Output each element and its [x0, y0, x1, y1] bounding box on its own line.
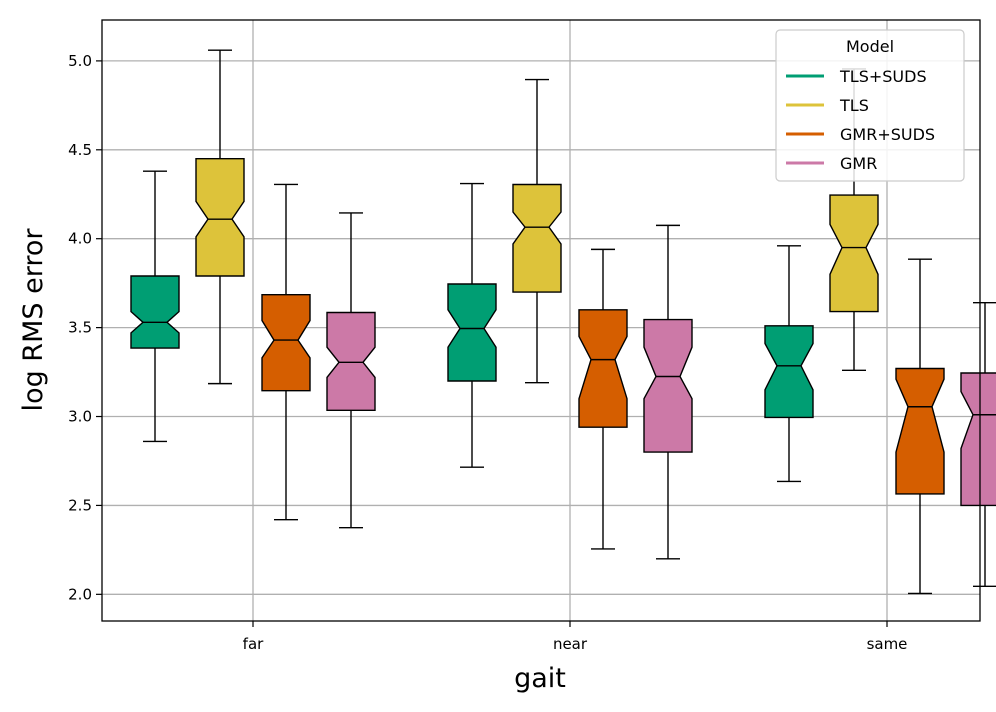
notched-box — [895, 367, 945, 495]
box-groups — [130, 49, 996, 595]
notched-box — [195, 157, 245, 277]
notched-box — [261, 294, 311, 392]
legend-title: Model — [846, 37, 894, 56]
notched-box — [643, 318, 693, 453]
notched-box — [960, 372, 996, 507]
box-gmr-suds-near — [578, 248, 628, 550]
y-tick-label: 3.5 — [68, 319, 92, 337]
box-tls-suds-near — [447, 182, 497, 468]
box-tls-suds-same — [764, 245, 814, 483]
box-gmr-suds-far — [261, 183, 311, 521]
y-tick-label: 3.0 — [68, 408, 92, 426]
legend-entry-label: GMR+SUDS — [840, 125, 935, 144]
legend-entry-label: TLS+SUDS — [839, 67, 927, 86]
axis-ticks: 2.0 2.5 3.0 3.5 4.0 4.5 5.0 far near same — [68, 52, 907, 653]
y-axis-title: log RMS error — [18, 228, 49, 412]
y-tick-label: 5.0 — [68, 52, 92, 70]
y-tick-label: 2.0 — [68, 585, 92, 603]
x-axis-title: gait — [514, 663, 566, 694]
notched-box — [829, 194, 879, 313]
plot-frame — [101, 19, 981, 622]
notched-box — [130, 275, 180, 349]
box-gmr-near — [643, 224, 693, 560]
y-tick-label: 4.5 — [68, 141, 92, 159]
box-tls-suds-far — [130, 170, 180, 443]
notched-box — [764, 325, 814, 419]
legend-box — [775, 29, 965, 182]
notched-box — [578, 309, 628, 428]
legend-entry-label: TLS — [839, 96, 869, 115]
x-tick-label: near — [553, 635, 588, 653]
box-tls-near — [512, 78, 562, 384]
x-tick-label: same — [867, 635, 908, 653]
box-gmr-same — [960, 302, 996, 588]
notched-box — [326, 311, 376, 411]
y-tick-label: 2.5 — [68, 496, 92, 514]
x-tick-label: far — [243, 635, 264, 653]
box-gmr-suds-same — [895, 258, 945, 595]
box-gmr-far — [326, 212, 376, 529]
notched-box — [512, 183, 562, 293]
legend: Model TLS+SUDS TLS GMR+SUDS GMR — [775, 29, 965, 182]
y-tick-label: 4.0 — [68, 230, 92, 248]
legend-entry-label: GMR — [840, 154, 877, 173]
box-tls-far — [195, 49, 245, 385]
notched-box — [447, 283, 497, 382]
